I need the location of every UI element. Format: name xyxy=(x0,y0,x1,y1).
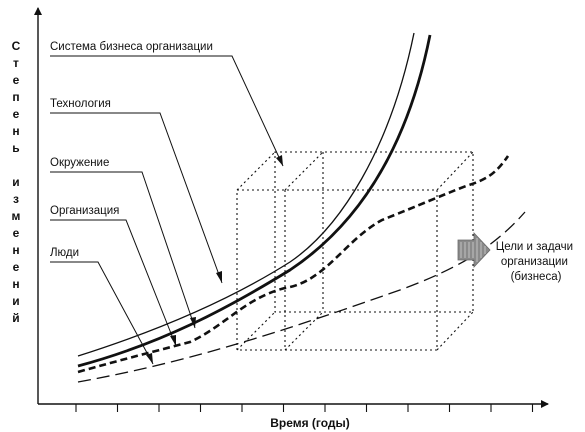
label-business-system: Система бизнеса организации xyxy=(50,41,213,53)
leader-arrowheads xyxy=(146,155,283,364)
leader-lines xyxy=(50,55,284,365)
curve-business-system xyxy=(77,32,415,357)
goals-arrow xyxy=(457,231,491,269)
x-axis-ticks xyxy=(75,404,534,412)
curve-organization xyxy=(77,211,526,383)
dotted-box xyxy=(236,151,474,351)
curve-technology xyxy=(77,34,432,368)
label-environment: Окружение xyxy=(50,157,109,169)
label-people: Люди xyxy=(50,247,79,259)
label-technology: Технология xyxy=(50,98,111,110)
x-axis-title: Время (годы) xyxy=(270,416,350,430)
label-organization: Организация xyxy=(50,205,119,217)
curve-environment xyxy=(77,155,510,374)
goals-label: Цели и задачи организации (бизнеса) xyxy=(496,241,577,283)
